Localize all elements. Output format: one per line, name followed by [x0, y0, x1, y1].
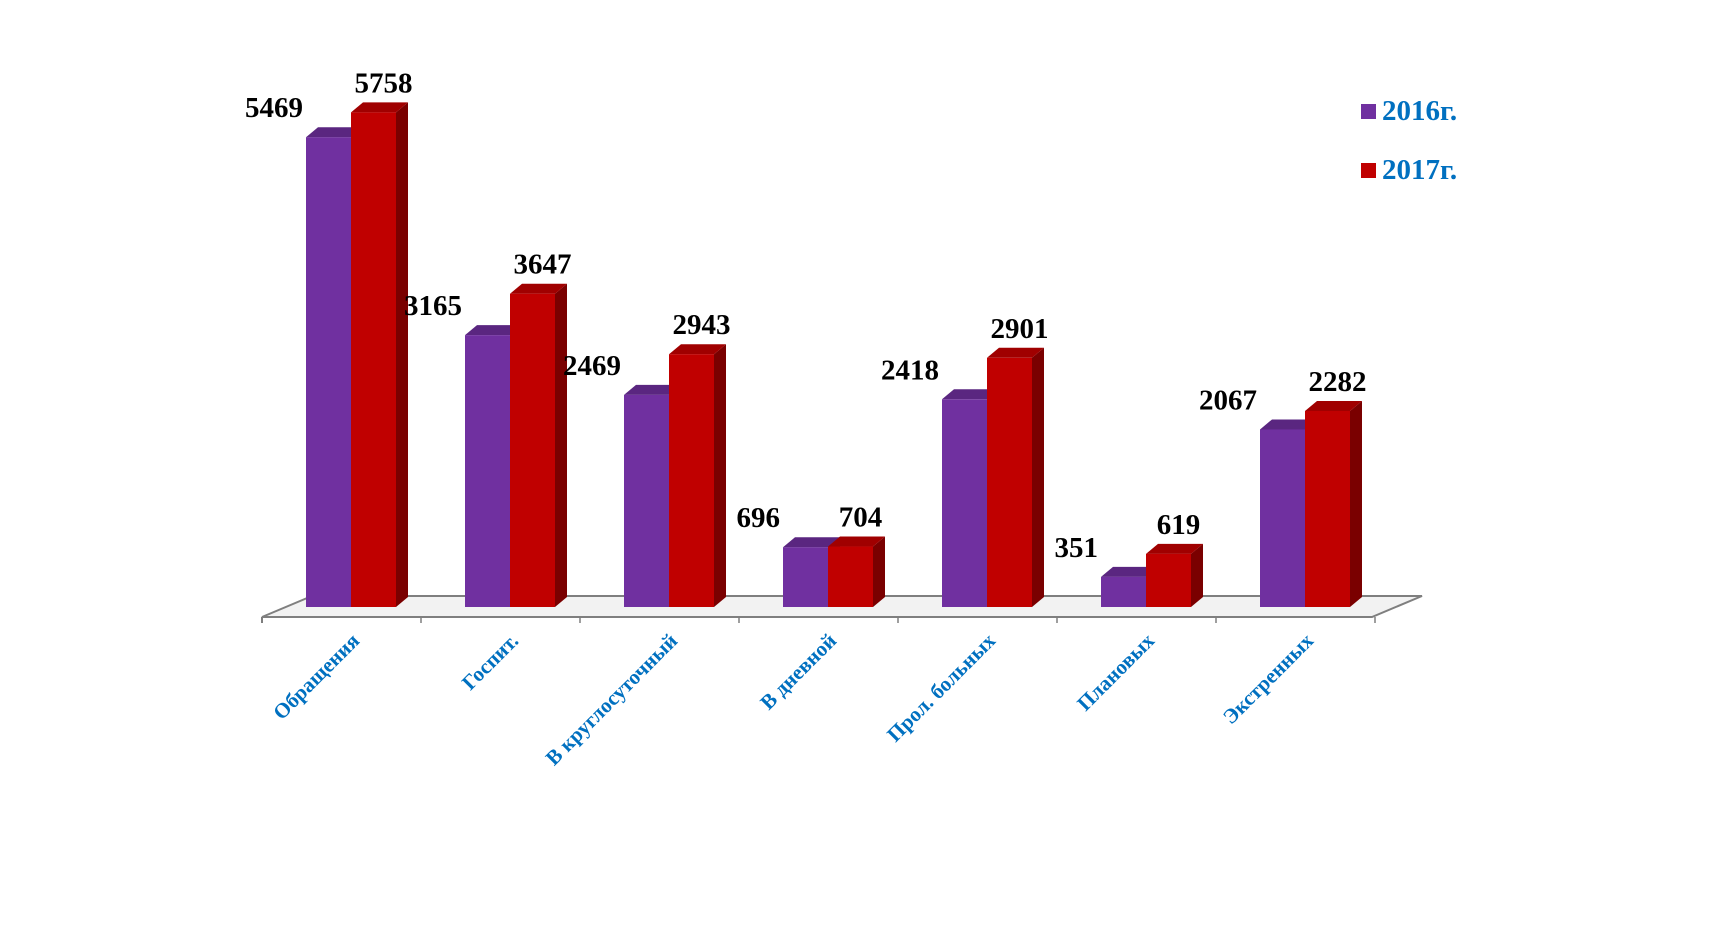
data-label: 2067: [1199, 384, 1257, 416]
bar-front: [1101, 576, 1146, 607]
data-label: 5469: [245, 92, 303, 124]
data-label: 2901: [991, 313, 1049, 345]
bar-front: [1260, 429, 1305, 607]
bar-top: [783, 537, 840, 548]
category-label: Плановых: [1072, 628, 1159, 715]
bar-side: [396, 102, 408, 607]
data-label: 2943: [673, 309, 731, 341]
data-label: 2282: [1309, 366, 1367, 398]
bar-side: [714, 344, 726, 607]
bar-2-1: [669, 344, 726, 607]
data-label: 619: [1157, 509, 1201, 541]
data-label: 696: [737, 502, 781, 534]
bar-front: [624, 394, 669, 607]
legend-swatch-1: [1361, 163, 1376, 178]
bar-front: [351, 112, 396, 607]
bar-top: [987, 347, 1044, 358]
data-label: 2418: [881, 354, 939, 386]
bar-side: [1191, 543, 1203, 607]
data-label: 351: [1055, 532, 1099, 564]
value-labels-group: 5469 5758 3165 3647 2469 2943 696 704 2418 2901 35…: [245, 67, 1367, 563]
bar-front: [1146, 553, 1191, 607]
bar-top: [465, 325, 522, 336]
bar-front: [783, 547, 828, 607]
bar-front: [306, 137, 351, 608]
category-label: В дневной: [755, 629, 841, 715]
bar-front: [510, 293, 555, 607]
category-label: Прол. больных: [882, 628, 1000, 746]
bar-top: [1260, 419, 1317, 430]
legend: 2016г. 2017г.: [1361, 95, 1457, 186]
bar-top: [828, 536, 885, 547]
bar-front: [669, 354, 714, 607]
bar-1-1: [510, 283, 567, 607]
bar-side: [1032, 347, 1044, 607]
bar-0-1: [351, 102, 408, 607]
data-label: 5758: [355, 67, 413, 99]
bar-front: [987, 357, 1032, 607]
category-labels-group: Обращения Госпит. В круглосуточный В дневно…: [268, 628, 1318, 770]
category-label: В круглосуточный: [541, 629, 682, 770]
bar-5-1: [1146, 543, 1203, 607]
bar-front: [465, 335, 510, 607]
bar-top: [351, 102, 408, 113]
category-label: Госпит.: [457, 629, 523, 695]
bar-top: [306, 127, 363, 138]
data-label: 2469: [563, 350, 621, 382]
bar-top: [942, 389, 999, 400]
bar-front: [1305, 410, 1350, 607]
bar-front: [828, 546, 873, 607]
bar-top: [669, 344, 726, 355]
bar-side: [873, 536, 885, 607]
data-label: 704: [839, 502, 883, 534]
bar-4-1: [987, 347, 1044, 607]
legend-label-1: 2017г.: [1382, 154, 1457, 186]
bar-top: [1305, 400, 1362, 411]
legend-swatch-0: [1361, 104, 1376, 119]
data-label: 3165: [404, 290, 462, 322]
bar-side: [555, 283, 567, 607]
bar-3-1: [828, 536, 885, 607]
bar-top: [624, 384, 681, 395]
bar-6-1: [1305, 400, 1362, 607]
legend-label-0: 2016г.: [1382, 95, 1457, 127]
bars-group: [306, 102, 1362, 608]
data-label: 3647: [514, 249, 572, 281]
bar-top: [1146, 543, 1203, 554]
bar-top: [510, 283, 567, 294]
category-label: Экстренных: [1218, 628, 1319, 729]
bar-side: [1350, 400, 1362, 607]
bar-front: [942, 399, 987, 607]
category-label: Обращения: [268, 629, 364, 725]
bar-top: [1101, 566, 1158, 577]
